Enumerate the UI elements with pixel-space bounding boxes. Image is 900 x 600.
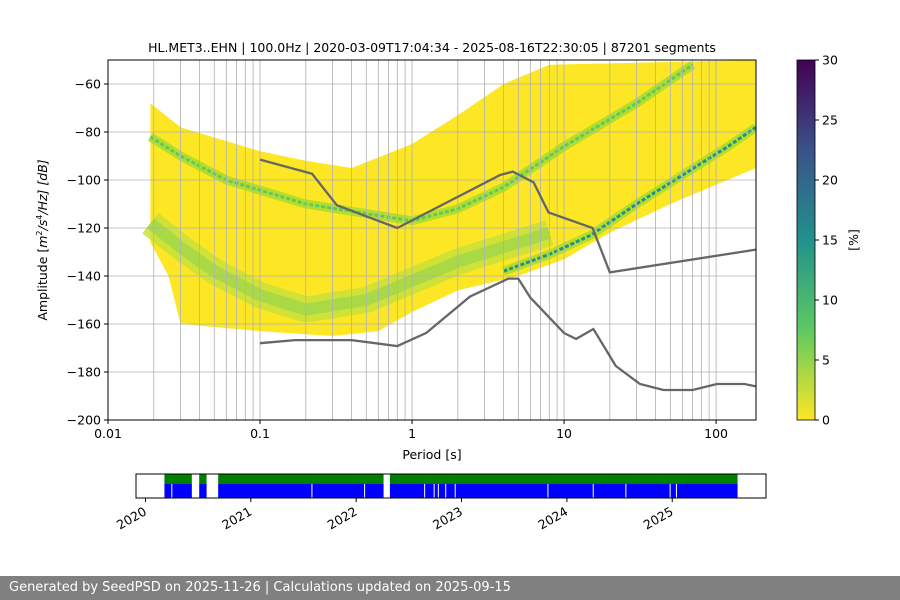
x-tick-label: 1	[408, 426, 416, 441]
colorbar-tick-label: 15	[822, 233, 838, 248]
noise-model-nlnm	[259, 277, 756, 392]
x-tick-label: 0.1	[250, 426, 270, 441]
timeline-tick-label: 2023	[430, 504, 465, 533]
y-tick-label: −180	[67, 365, 101, 380]
noise-model-nhnm	[259, 158, 756, 274]
x-axis-label: Period [s]	[402, 447, 461, 462]
y-tick-label: −60	[75, 77, 101, 92]
x-tick-label: 10	[556, 426, 572, 441]
timeline-frame	[135, 473, 767, 499]
timeline-tick-label: 2025	[641, 504, 676, 533]
y-tick-label: −140	[67, 269, 101, 284]
y-tick-label: −120	[67, 221, 101, 236]
y-axis-label: Amplitude [m2/s4/Hz] [dB]	[35, 159, 50, 320]
y-tick-label: −200	[67, 413, 101, 428]
colorbar-tick-label: 25	[822, 113, 838, 128]
x-tick-label: 0.01	[94, 426, 122, 441]
footer-status: Generated by SeedPSD on 2025-11-26 | Cal…	[0, 576, 900, 600]
plot-frame	[107, 59, 757, 421]
ppsd-chart: HL.MET3..EHN | 100.0Hz | 2020-03-09T17:0…	[35, 40, 861, 533]
mode-band-inner	[146, 218, 552, 316]
y-tick-label: −80	[75, 125, 101, 140]
colorbar-label: [%]	[846, 229, 861, 251]
timeline-tick-label: 2024	[535, 504, 570, 533]
colorbar	[796, 59, 816, 421]
data-gap	[191, 474, 200, 498]
x-tick-label: 100	[704, 426, 728, 441]
y-tick-label: −100	[67, 173, 101, 188]
colorbar-tick-label: 20	[822, 173, 838, 188]
timeline-tick-label: 2022	[325, 504, 360, 533]
y-tick-label: −160	[67, 317, 101, 332]
coverage-bar	[164, 474, 738, 486]
colorbar-tick-label: 10	[822, 293, 838, 308]
data-gap	[206, 474, 219, 498]
data-gap	[383, 474, 390, 498]
chart-title: HL.MET3..EHN | 100.0Hz | 2020-03-09T17:0…	[148, 40, 716, 55]
colorbar-tick-label: 30	[822, 53, 838, 68]
timeline-tick-label: 2020	[114, 504, 149, 533]
colorbar-tick-label: 5	[822, 353, 830, 368]
processed-bar	[164, 484, 738, 498]
timeline-tick-label: 2021	[219, 504, 254, 533]
colorbar-tick-label: 0	[822, 413, 830, 428]
